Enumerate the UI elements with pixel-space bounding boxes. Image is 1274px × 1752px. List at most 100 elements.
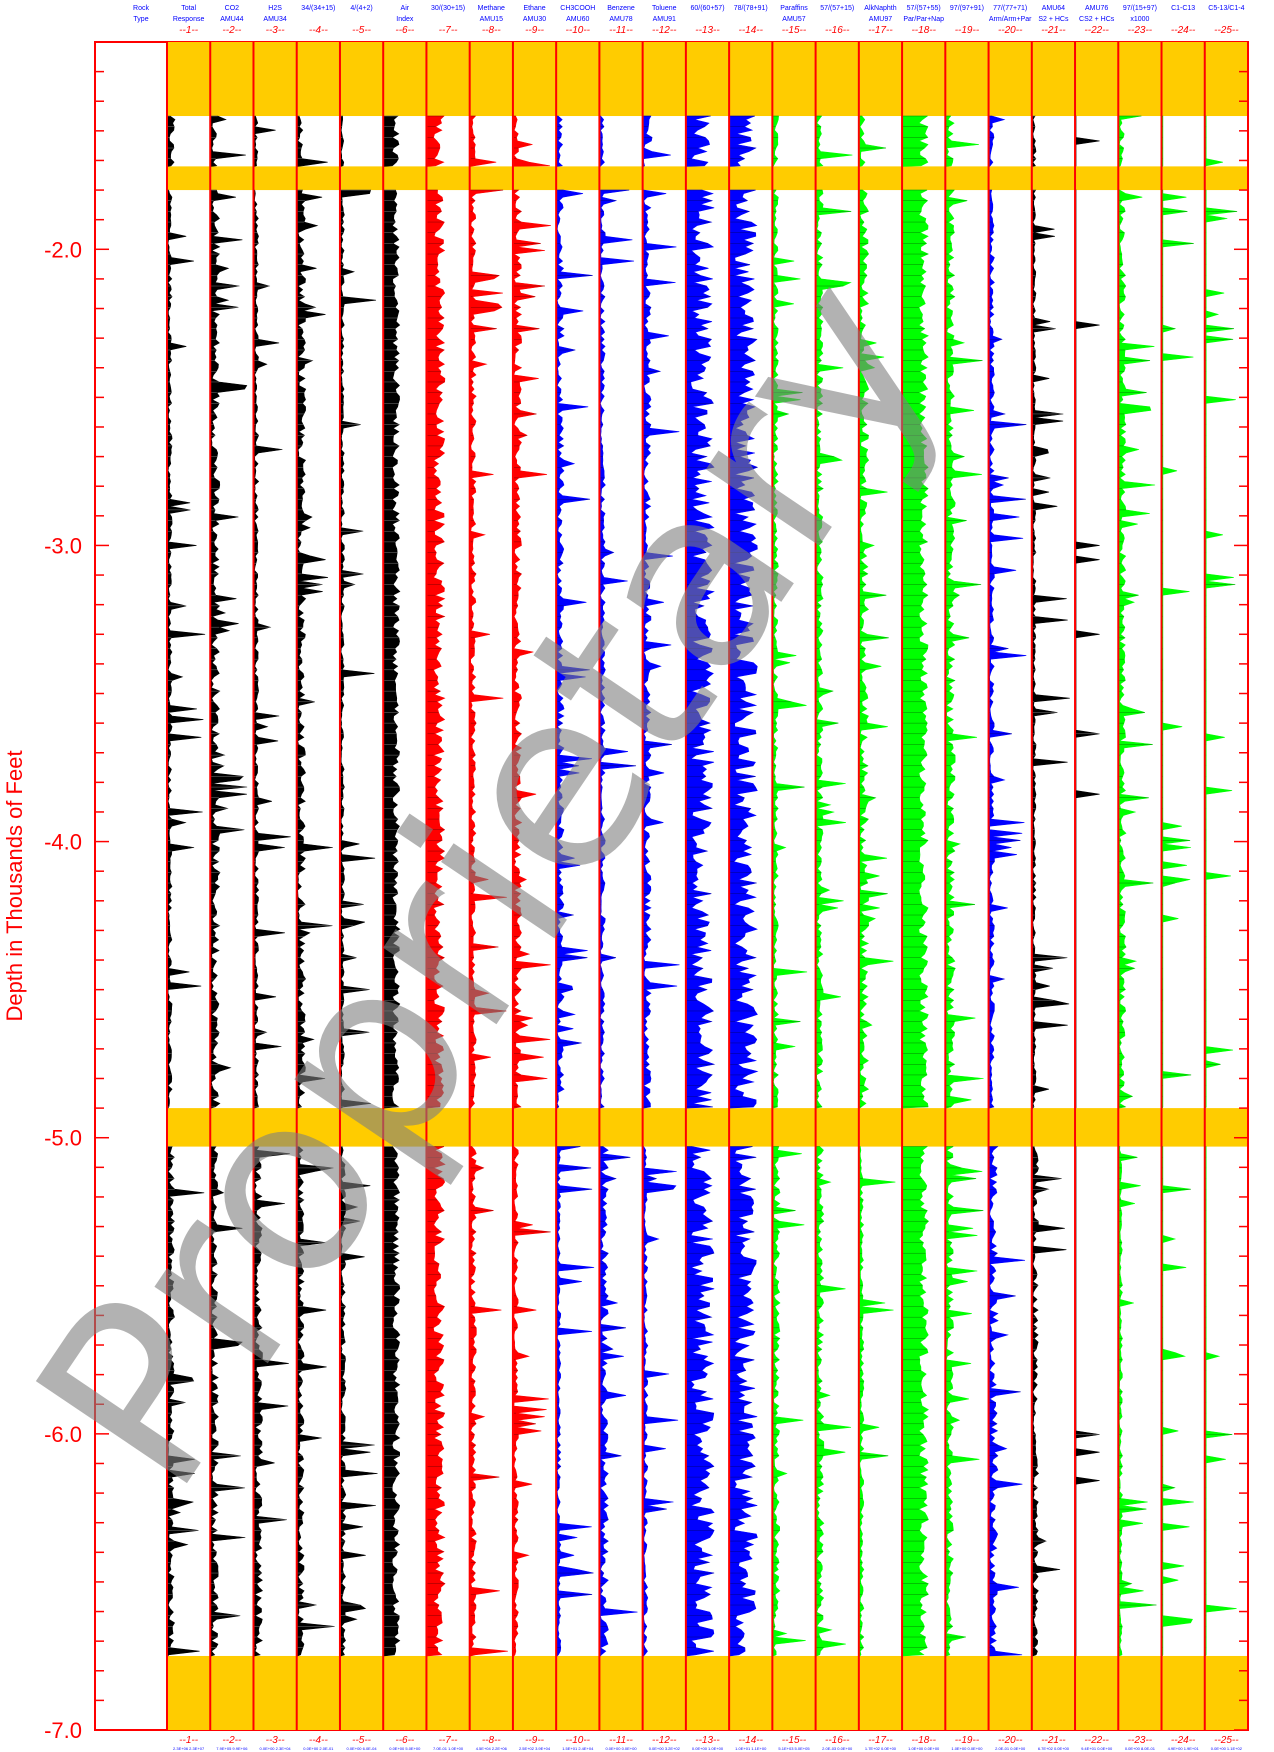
track-number-bottom-25: --25--: [1214, 1735, 1239, 1746]
track-header-label2-17: AMU97: [869, 16, 892, 23]
trace-area-11-seg-2: [599, 189, 637, 1109]
track-trace-15: [772, 115, 808, 1657]
trace-hatch-1-seg-3: [168, 1146, 199, 1648]
trace-hatch-11-seg-3: [600, 1146, 631, 1648]
track-scale-18: 1.0E+00 0.0E+00: [908, 1746, 940, 1751]
track-header-label2-18: Par/Par+Nap: [903, 16, 944, 23]
trace-hatch-9-seg-1: [513, 115, 519, 159]
track-number-top-3: --3--: [266, 25, 286, 36]
track-trace-19: [945, 115, 984, 1657]
trace-area-17-seg-3: [859, 1146, 896, 1657]
track-number-bottom-8: --8--: [482, 1735, 502, 1746]
trace-area-3-seg-2: [254, 189, 291, 1109]
track-trace-16: [815, 115, 853, 1657]
trace-area-24-seg-3: [1162, 1146, 1194, 1657]
track-scale-11: 0.0E+00 0.0E+00: [605, 1746, 637, 1751]
track-number-bottom-2: --2--: [222, 1735, 242, 1746]
trace-area-15-seg-1: [773, 115, 779, 167]
track-number-top-21: --21--: [1041, 25, 1066, 36]
track-header-label2-21: S2 + HCs: [1038, 16, 1069, 23]
trace-area-11-seg-1: [600, 115, 605, 168]
trace-area-23-seg-2: [1118, 189, 1156, 1109]
track-header-label1-13: 60/(60+57): [690, 5, 724, 12]
track-scale-1: 2.3E+06 2.3E+07: [173, 1746, 205, 1751]
track-header-label1-19: 97/(97+91): [950, 5, 984, 12]
track-header-label2-15: AMU57: [782, 16, 805, 23]
trace-area-1-seg-2: [167, 189, 206, 1110]
trace-hatch-10-seg-3: [557, 1146, 594, 1648]
trace-hatch-3-seg-3: [254, 1146, 287, 1648]
track-number-bottom-14: --14--: [739, 1735, 764, 1746]
track-scale-16: 2.0E-03 0.0E+00: [822, 1746, 853, 1751]
trace-area-17-seg-1: [859, 115, 887, 167]
trace-hatch-23-seg-2: [1119, 189, 1154, 1108]
trace-hatch-19-seg-1: [946, 115, 954, 159]
track-scale-7: 7.0E-01 1.0E+00: [433, 1746, 464, 1751]
trace-hatch-6-seg-3: [384, 1146, 400, 1648]
trace-area-1-seg-3: [167, 1146, 205, 1657]
trace-hatch-6-seg-2: [384, 189, 400, 1108]
trace-hatch-25-seg-3: [1205, 1146, 1233, 1648]
trace-area-8-seg-2: [470, 189, 507, 1110]
trace-area-4-seg-2: [297, 189, 333, 1109]
track-number-top-9: --9--: [525, 25, 545, 36]
gap-band-3: [167, 1108, 1248, 1147]
y-tick-label-4: -5.0: [44, 1126, 82, 1151]
trace-hatch-8-seg-3: [470, 1146, 500, 1648]
track-number-top-7: --7--: [439, 25, 459, 36]
trace-hatch-21-seg-1: [1032, 115, 1036, 159]
track-number-bottom-24: --24--: [1171, 1735, 1196, 1746]
track-header-label1-25: C5-13/C1-4: [1208, 5, 1244, 12]
track-scale-20: 2.0E-01 0.0E+00: [995, 1746, 1026, 1751]
track-trace-11: [599, 115, 638, 1657]
trace-hatch-5-seg-3: [340, 1146, 375, 1648]
trace-hatch-18-seg-1: [903, 115, 928, 159]
trace-hatch-9-seg-2: [513, 189, 545, 1108]
track-header-label2-12: AMU91: [653, 16, 676, 23]
trace-area-16-seg-3: [816, 1146, 852, 1657]
trace-area-10-seg-2: [556, 189, 593, 1109]
track-scale-6: 0.0E+00 5.0E+00: [389, 1746, 421, 1751]
track-dividers: [166, 42, 1249, 1730]
track-number-top-5: --5--: [352, 25, 372, 36]
track-header-label1-20: 77/(77+71): [993, 5, 1027, 12]
track-header-label2-1: Response: [173, 16, 205, 23]
track-number-bottom-5: --5--: [352, 1735, 372, 1746]
trace-hatch-7-seg-2: [427, 189, 445, 1108]
track-trace-1: [167, 115, 206, 1657]
track-header-label1-4: 34/(34+15): [301, 5, 335, 12]
track-number-top-15: --15--: [782, 25, 807, 36]
trace-hatch-22-seg-3: [1076, 1434, 1100, 1435]
track-scale-4: 0.0E+00 2.0E-01: [303, 1746, 334, 1751]
trace-hatch-1-seg-2: [168, 189, 191, 1108]
trace-area-5-seg-1: [340, 115, 345, 167]
track-number-top-25: --25--: [1214, 25, 1239, 36]
track-trace-10: [556, 115, 595, 1657]
trace-area-5-seg-2: [340, 189, 377, 1109]
gap-band-4: [167, 1655, 1248, 1730]
rock-type-label-2: Type: [133, 16, 148, 23]
track-scale-23: 0.0E+00 8.0E-01: [1125, 1746, 1156, 1751]
trace-area-8-seg-3: [470, 1146, 508, 1657]
track-number-bottom-7: --7--: [439, 1735, 459, 1746]
y-tick-label-6: -7.0: [44, 1718, 82, 1743]
track-traces: [167, 115, 1238, 1657]
track-number-top-24: --24--: [1171, 25, 1196, 36]
trace-area-16-seg-1: [816, 115, 853, 167]
track-trace-4: [297, 115, 335, 1657]
trace-area-3-seg-3: [254, 1146, 290, 1657]
track-number-bottom-10: --10--: [566, 1735, 591, 1746]
track-scale-21: 6.7E+02 0.0E+00: [1038, 1746, 1070, 1751]
trace-area-1-seg-1: [167, 115, 176, 167]
trace-hatch-5-seg-2: [340, 189, 371, 1108]
trace-hatch-4-seg-3: [297, 1146, 335, 1648]
track-number-top-19: --19--: [955, 25, 980, 36]
track-header-label2-11: AMU78: [609, 16, 632, 23]
track-number-bottom-11: --11--: [609, 1735, 633, 1746]
track-number-bottom-1: --1--: [179, 1735, 199, 1746]
y-tick-label-1: -2.0: [44, 237, 82, 262]
trace-hatch-15-seg-3: [773, 1146, 796, 1648]
trace-area-2-seg-2: [210, 189, 248, 1109]
trace-hatch-20-seg-3: [989, 1146, 1021, 1648]
track-scale-24: 4.9E+00 1.9E+01: [1168, 1746, 1200, 1751]
